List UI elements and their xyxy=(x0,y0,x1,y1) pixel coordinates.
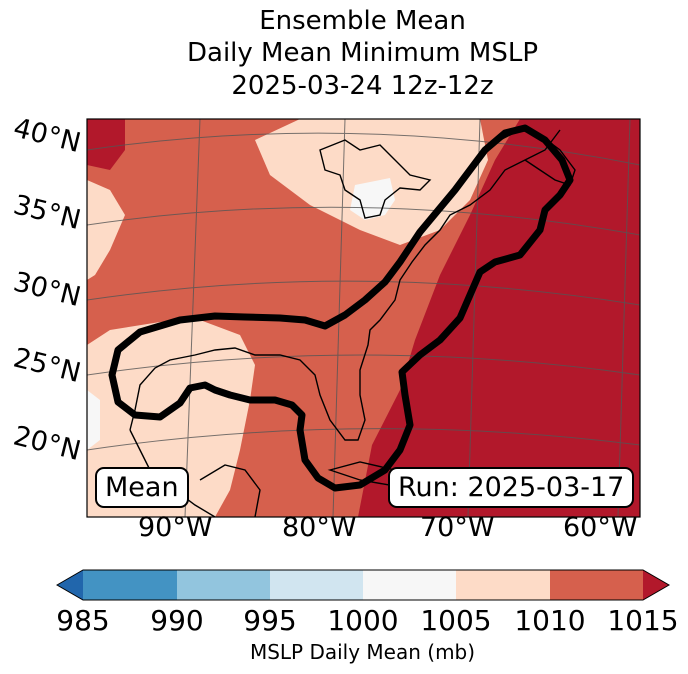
lat-line-25 xyxy=(87,354,640,376)
lon-label-90: 90°W xyxy=(138,512,213,543)
colorbar-segment-995-1000 xyxy=(270,570,363,600)
lon-line-70 xyxy=(467,119,481,517)
lon-label-60: 60°W xyxy=(563,512,638,543)
colorbar-outline xyxy=(55,569,671,601)
field-1000-1005-michigan xyxy=(350,178,395,220)
contour-line xyxy=(108,124,574,492)
map-frame xyxy=(86,118,641,518)
mean-label-box: Mean xyxy=(95,467,189,508)
colorbar-segment-1010-1015 xyxy=(550,570,643,600)
coastline-east xyxy=(129,129,561,441)
colorbar-tick-1015: 1015 xyxy=(607,604,679,637)
colorbar-extend-below xyxy=(57,570,83,600)
field-above-1015-northwest xyxy=(87,119,125,170)
colorbar-tick-1000: 1000 xyxy=(327,604,399,637)
title-line-3: 2025-03-24 12z-12z xyxy=(231,71,494,101)
colorbar-segment-985-990 xyxy=(83,570,177,600)
colorbar-tick-990: 990 xyxy=(150,604,204,637)
coastline-great-lakes xyxy=(319,139,432,219)
run-date-box: Run: 2025-03-17 xyxy=(388,467,635,508)
colorbar-tick-995: 995 xyxy=(243,604,297,637)
lat-line-40 xyxy=(87,132,640,166)
field-1005-1010-northwest xyxy=(87,180,125,280)
lon-label-70: 70°W xyxy=(420,512,495,543)
colorbar-tick-985: 985 xyxy=(56,604,110,637)
colorbar-segment-1000-1005 xyxy=(363,570,456,600)
title-line-1: Ensemble Mean xyxy=(259,6,466,36)
contour-1010-outline xyxy=(108,124,574,492)
colorbar-segment-990-995 xyxy=(177,570,270,600)
colorbar xyxy=(55,569,671,601)
colorbar-tick-1010: 1010 xyxy=(514,604,586,637)
lon-label-80: 80°W xyxy=(282,512,357,543)
colorbar-extend-above xyxy=(643,570,669,600)
colorbar-tick-1005: 1005 xyxy=(420,604,492,637)
field-1000-1005-west xyxy=(87,390,100,450)
lat-line-30 xyxy=(87,280,640,306)
lon-line-60 xyxy=(617,119,631,517)
title-line-2: Daily Mean Minimum MSLP xyxy=(186,38,538,68)
coastline-yucatan xyxy=(199,464,261,517)
colorbar-label: MSLP Daily Mean (mb) xyxy=(249,640,476,664)
map-field xyxy=(87,119,640,517)
graticule xyxy=(87,119,640,517)
colorbar-segment-1005-1010 xyxy=(456,570,550,600)
field-above-1015-atlantic xyxy=(358,119,640,517)
